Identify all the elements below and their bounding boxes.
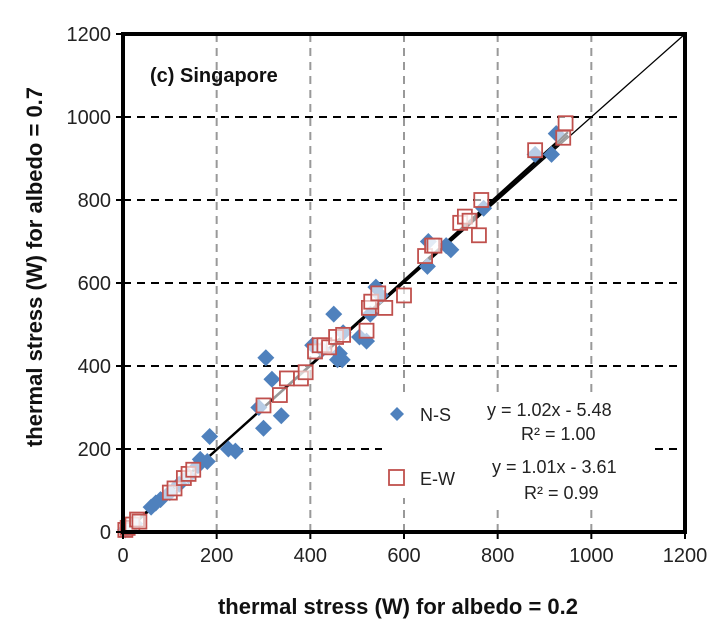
- equation-background: [480, 394, 654, 510]
- x-tick-label: 400: [294, 545, 327, 567]
- data-point-e-w: [473, 192, 490, 208]
- legend-n-s-marker: [390, 407, 404, 421]
- e-w-r-squared: R² = 0.99: [524, 483, 599, 503]
- data-point-e-w: [555, 129, 572, 146]
- data-point-n-s: [543, 145, 561, 163]
- x-tick-label: 800: [481, 545, 514, 567]
- data-point-n-s: [442, 241, 460, 259]
- y-axis-title: thermal stress (W) for albedo = 0.7: [22, 87, 47, 447]
- data-point-e-w: [426, 237, 443, 254]
- reference-line: [122, 33, 686, 533]
- data-point-n-s: [263, 370, 281, 388]
- data-point-e-w: [527, 142, 544, 159]
- data-point-e-w: [370, 285, 387, 302]
- x-tick-label: 0: [117, 545, 128, 567]
- x-axis-title: thermal stress (W) for albedo = 0.2: [218, 594, 578, 619]
- y-tick-label: 1000: [67, 107, 112, 129]
- y-tick-label: 1200: [67, 24, 112, 46]
- data-point-e-w: [396, 287, 412, 304]
- axis-ticks: 0 200 400 600 800 1000 1200 0 200 400 600 800 1000 12…: [67, 24, 708, 567]
- y-tick-label: 400: [78, 356, 111, 378]
- data-point-e-w: [255, 397, 272, 414]
- y-tick-label: 600: [78, 273, 111, 295]
- data-point-e-w: [377, 299, 394, 316]
- n-s-r-squared: R² = 1.00: [521, 424, 596, 444]
- x-tick-label: 1200: [663, 545, 708, 567]
- data-point-e-w: [185, 461, 202, 478]
- x-tick-label: 200: [200, 545, 233, 567]
- data-point-n-s: [201, 428, 219, 446]
- data-point-n-s: [226, 442, 244, 460]
- trend-equations: y = 1.02x - 5.48 R² = 1.00 y = 1.01x - 3…: [480, 394, 654, 510]
- data-point-e-w: [279, 370, 295, 387]
- data-point-e-w: [461, 212, 478, 229]
- y-tick-label: 0: [100, 522, 111, 544]
- data-point-n-s: [198, 452, 216, 470]
- y-tick-label: 800: [78, 190, 111, 212]
- data-point-n-s: [272, 407, 290, 425]
- n-s-equation: y = 1.02x - 5.48: [487, 400, 612, 420]
- data-point-n-s: [325, 305, 343, 323]
- legend: N-S E-W: [382, 394, 480, 498]
- data-point-n-s: [257, 349, 275, 367]
- data-point-e-w: [271, 387, 288, 403]
- data-point-n-s: [255, 419, 272, 437]
- y-tick-label: 200: [78, 439, 111, 461]
- panel-title: (c) Singapore: [150, 65, 278, 87]
- data-point-e-w: [131, 513, 148, 530]
- data-point-e-w: [471, 227, 487, 244]
- legend-n-s-label: N-S: [420, 405, 451, 425]
- e-w-equation: y = 1.01x - 3.61: [492, 457, 617, 477]
- legend-e-w-label: E-W: [420, 469, 455, 489]
- data-point-e-w: [335, 326, 352, 343]
- data-point-e-w: [358, 322, 375, 339]
- data-point-n-s: [333, 351, 351, 369]
- x-tick-label: 1000: [569, 545, 614, 567]
- data-point-e-w: [557, 115, 574, 132]
- data-point-e-w: [297, 364, 314, 381]
- legend-e-w-marker: [388, 469, 405, 486]
- x-tick-label: 600: [387, 545, 420, 567]
